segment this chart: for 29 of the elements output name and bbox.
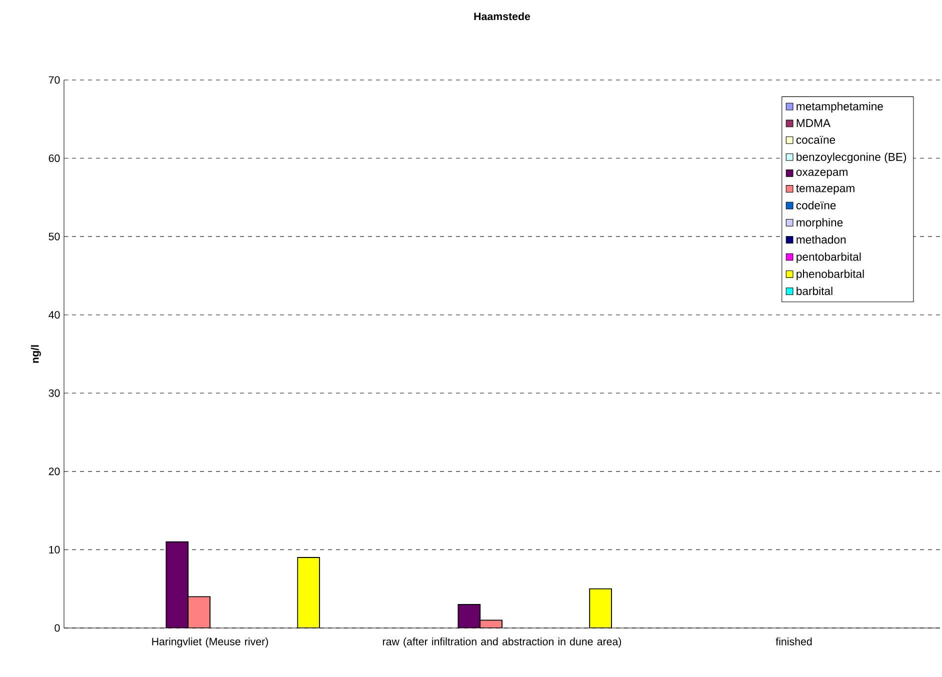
legend-label: morphine (796, 218, 843, 229)
y-tick-label: 60 (48, 154, 60, 162)
legend-label: cocaïne (796, 136, 836, 144)
y-tick-label: 20 (48, 468, 60, 476)
bar (297, 557, 320, 628)
legend-label: codeïne (796, 201, 836, 210)
y-tick-label: 40 (48, 311, 60, 319)
x-tick-label: Haringvliet (Meuse river) (152, 637, 268, 648)
legend-label: oxazepam (796, 170, 848, 178)
legend-label: MDMA (796, 119, 830, 127)
y-tick-label: 0 (54, 624, 60, 632)
legend-label: benzoylecgonine (BE) (796, 152, 906, 164)
y-axis-title: ng/l (30, 345, 41, 363)
bar (589, 588, 612, 628)
y-tick-label: 70 (48, 76, 60, 84)
y-tick-label: 10 (49, 546, 60, 554)
legend-label: pentobarbital (796, 252, 861, 264)
legend-label: methadon (796, 235, 846, 244)
bar (458, 604, 481, 628)
x-tick-label: finished (776, 637, 812, 646)
y-tick-label: 30 (48, 389, 60, 397)
legend-label: barbital (796, 286, 832, 296)
legend-label: phenobarbital (796, 270, 864, 280)
legend-label: metamphetamine (796, 102, 883, 113)
bar (166, 541, 189, 628)
chart-title: Haamstede (474, 12, 530, 20)
x-tick-label: raw (after infiltration and abstraction in dune area) (382, 637, 622, 648)
legend-label: temazepam (796, 184, 854, 194)
y-tick-label: 50 (48, 232, 60, 240)
